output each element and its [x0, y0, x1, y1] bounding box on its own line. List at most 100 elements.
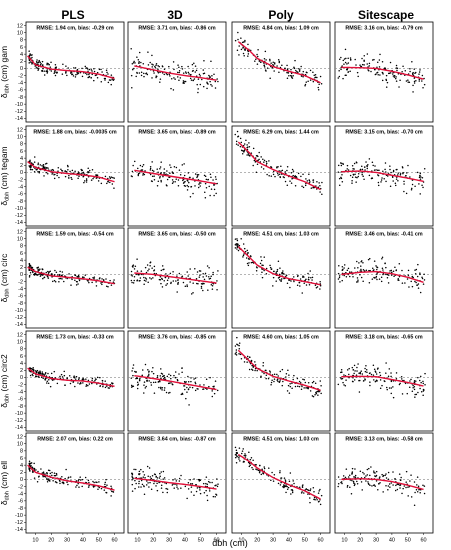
data-point: [296, 385, 299, 387]
data-point: [273, 70, 275, 72]
data-point: [238, 54, 240, 56]
y-tick-label: -14: [15, 527, 23, 533]
data-point: [258, 60, 261, 62]
data-point: [168, 382, 171, 384]
data-point: [100, 487, 103, 490]
data-point: [41, 472, 43, 474]
data-point: [160, 181, 162, 183]
data-point: [93, 276, 96, 278]
data-point: [151, 66, 153, 68]
data-point: [138, 72, 141, 74]
data-point: [132, 62, 135, 64]
data-point: [209, 376, 211, 379]
data-point: [387, 282, 390, 284]
data-point: [390, 387, 393, 389]
data-point: [282, 176, 285, 178]
data-point: [190, 486, 193, 488]
data-point: [44, 70, 46, 72]
data-point: [143, 173, 146, 176]
y-tick-label: -6: [18, 88, 23, 94]
data-point: [28, 263, 31, 266]
data-point: [340, 371, 342, 374]
y-tick-label: -14: [15, 220, 23, 226]
fit-line: [27, 367, 115, 388]
data-point: [379, 387, 382, 389]
data-point: [101, 278, 103, 280]
data-point: [267, 377, 270, 380]
data-point: [349, 174, 352, 177]
data-point: [392, 170, 395, 173]
y-tick-label: -10: [15, 411, 23, 417]
data-point: [206, 81, 208, 83]
data-point: [419, 178, 422, 180]
data-point: [135, 273, 137, 276]
data-point: [402, 65, 404, 68]
data-point: [147, 270, 149, 272]
data-point: [297, 71, 299, 74]
data-point: [379, 379, 382, 381]
data-point: [411, 275, 414, 278]
x-tick-label: 10: [134, 538, 140, 544]
data-point: [196, 83, 198, 86]
data-point: [95, 177, 98, 179]
data-point: [370, 70, 372, 73]
data-point: [234, 247, 237, 249]
data-point: [38, 273, 40, 275]
data-point: [364, 370, 367, 373]
data-point: [194, 267, 196, 270]
data-point: [289, 472, 292, 474]
data-point: [283, 485, 285, 488]
data-point: [316, 181, 318, 183]
data-point: [422, 388, 425, 391]
data-point: [55, 66, 57, 69]
x-axis-label: dbh (cm): [212, 538, 248, 548]
data-point: [314, 284, 317, 287]
data-point: [99, 376, 101, 379]
data-point: [401, 378, 403, 380]
data-point: [373, 277, 376, 279]
data-point: [414, 272, 417, 275]
data-point: [132, 164, 134, 167]
data-point: [343, 264, 346, 266]
data-point: [242, 448, 244, 450]
data-point: [66, 481, 68, 483]
data-point: [417, 283, 420, 285]
data-point: [169, 391, 171, 394]
data-point: [242, 47, 244, 49]
data-point: [190, 380, 192, 383]
data-point: [56, 174, 58, 177]
data-point: [79, 381, 82, 384]
data-point: [294, 385, 297, 388]
fit-line: [134, 374, 217, 391]
data-point: [290, 76, 293, 78]
data-point: [209, 173, 212, 175]
data-point: [371, 278, 374, 280]
data-point: [185, 72, 188, 74]
data-point: [186, 284, 188, 286]
data-point: [365, 480, 367, 482]
x-tick-label: 50: [302, 538, 308, 544]
data-point: [244, 39, 246, 42]
data-point: [92, 177, 94, 180]
data-point: [200, 285, 203, 288]
data-point: [272, 63, 274, 66]
data-point: [200, 182, 202, 184]
data-point: [307, 381, 310, 384]
data-point: [418, 488, 420, 491]
y-tick-label: 10: [17, 442, 23, 448]
data-point: [388, 72, 391, 75]
data-point: [301, 491, 303, 493]
data-point: [265, 59, 267, 61]
data-point: [91, 73, 93, 76]
data-point: [203, 384, 205, 386]
data-point: [74, 274, 76, 276]
data-point: [155, 272, 157, 275]
data-point: [88, 277, 91, 280]
data-point: [153, 265, 156, 268]
data-point: [344, 48, 347, 51]
data-point: [401, 393, 404, 395]
data-point: [42, 165, 45, 168]
data-point: [156, 185, 159, 187]
data-point: [69, 170, 71, 173]
data-point: [318, 83, 320, 85]
